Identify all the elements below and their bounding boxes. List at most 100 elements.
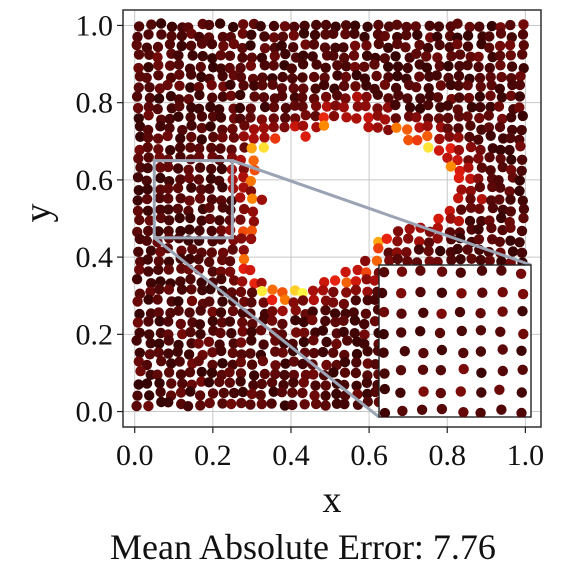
data-point bbox=[288, 356, 300, 367]
data-point bbox=[518, 19, 529, 30]
data-point bbox=[445, 79, 457, 91]
data-point bbox=[207, 306, 218, 318]
data-point bbox=[132, 102, 144, 114]
data-point bbox=[381, 233, 392, 244]
data-point bbox=[298, 50, 309, 61]
data-point bbox=[465, 173, 476, 184]
data-point bbox=[276, 90, 288, 102]
data-point bbox=[248, 380, 259, 391]
data-point bbox=[184, 172, 195, 184]
data-point bbox=[259, 132, 270, 143]
data-point bbox=[288, 42, 299, 53]
data-point bbox=[217, 70, 228, 82]
data-point bbox=[153, 59, 164, 71]
data-point bbox=[328, 347, 339, 358]
data-point bbox=[135, 366, 146, 377]
data-point bbox=[224, 367, 235, 378]
y-tick-label: 0.2 bbox=[76, 318, 114, 351]
inset-data-point bbox=[497, 306, 508, 317]
data-point bbox=[462, 41, 474, 52]
data-point bbox=[474, 72, 486, 84]
data-point bbox=[152, 41, 164, 53]
data-point bbox=[413, 244, 425, 255]
data-point bbox=[424, 256, 435, 267]
data-point bbox=[383, 93, 394, 104]
data-point bbox=[269, 50, 280, 62]
data-point bbox=[338, 42, 349, 53]
data-point bbox=[392, 61, 404, 72]
data-point bbox=[514, 185, 525, 197]
data-point bbox=[184, 195, 195, 206]
data-point bbox=[245, 103, 256, 114]
data-point bbox=[235, 337, 247, 348]
inset-data-point bbox=[435, 387, 446, 399]
data-point bbox=[423, 142, 434, 153]
data-point bbox=[340, 71, 352, 83]
data-point bbox=[402, 93, 413, 104]
data-point bbox=[153, 264, 164, 275]
inset-data-point bbox=[379, 287, 388, 299]
data-point bbox=[182, 401, 194, 412]
data-point bbox=[321, 359, 332, 371]
data-point bbox=[452, 243, 463, 255]
data-point bbox=[328, 50, 339, 61]
data-point bbox=[142, 254, 153, 265]
data-point bbox=[514, 91, 525, 102]
data-point bbox=[205, 101, 216, 113]
inset-data-point bbox=[515, 268, 527, 279]
data-point bbox=[256, 277, 267, 289]
data-point bbox=[204, 202, 215, 213]
data-point bbox=[184, 367, 196, 378]
data-point bbox=[176, 30, 188, 42]
data-point bbox=[297, 120, 309, 131]
data-point bbox=[206, 367, 218, 378]
data-point bbox=[268, 60, 279, 71]
inset-data-point bbox=[435, 365, 447, 376]
data-point bbox=[465, 141, 477, 153]
data-point bbox=[216, 345, 227, 357]
data-point bbox=[152, 133, 164, 144]
data-point bbox=[495, 60, 506, 71]
data-point bbox=[193, 338, 204, 349]
data-point bbox=[404, 223, 415, 235]
data-point bbox=[166, 31, 177, 42]
data-point bbox=[341, 277, 352, 288]
inset-data-point bbox=[496, 265, 507, 276]
data-point bbox=[517, 49, 528, 60]
data-point bbox=[132, 390, 143, 401]
x-tick-label: 0.6 bbox=[350, 439, 388, 472]
data-point bbox=[475, 81, 486, 93]
data-point bbox=[432, 52, 443, 63]
data-point bbox=[455, 254, 466, 265]
data-point bbox=[300, 131, 311, 142]
inset-data-point bbox=[379, 347, 389, 358]
data-point bbox=[307, 51, 318, 62]
data-point bbox=[195, 305, 206, 316]
data-point bbox=[235, 368, 247, 379]
data-point bbox=[494, 40, 506, 52]
data-point bbox=[175, 174, 186, 185]
data-point bbox=[133, 82, 144, 93]
data-point bbox=[248, 370, 260, 381]
data-point bbox=[339, 398, 350, 410]
data-point bbox=[309, 390, 320, 401]
data-point bbox=[245, 112, 256, 123]
data-point bbox=[204, 296, 215, 307]
data-point bbox=[351, 113, 362, 124]
data-point bbox=[175, 369, 187, 380]
inset-data-point bbox=[417, 364, 429, 375]
inset-data-point bbox=[379, 306, 390, 318]
data-point bbox=[494, 50, 506, 61]
data-point bbox=[504, 186, 515, 197]
data-point bbox=[329, 275, 341, 286]
data-point bbox=[207, 359, 218, 371]
data-point bbox=[464, 215, 476, 227]
data-point bbox=[142, 124, 154, 136]
data-point bbox=[517, 110, 528, 122]
data-point bbox=[361, 377, 373, 388]
data-point bbox=[141, 235, 152, 246]
data-point bbox=[133, 21, 145, 32]
data-point bbox=[236, 349, 247, 360]
data-point bbox=[245, 399, 256, 410]
data-point bbox=[308, 347, 320, 359]
